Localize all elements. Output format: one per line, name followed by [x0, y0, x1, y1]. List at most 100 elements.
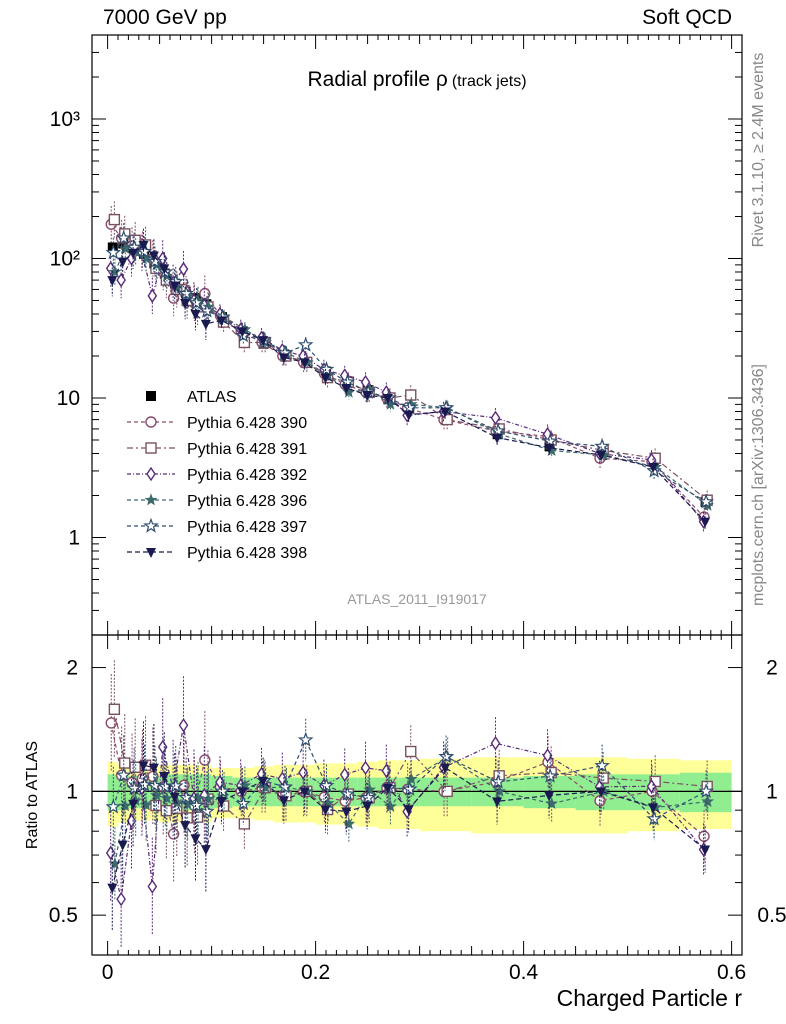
ratio-point [339, 785, 356, 801]
ratio-point [701, 794, 715, 807]
ratio-point [339, 767, 350, 782]
ratio-point [441, 785, 453, 798]
data-point [147, 288, 158, 304]
legend-label: Pythia 6.428 392 [187, 467, 307, 484]
ratio-point [544, 791, 555, 802]
header-left-label: 7000 GeV pp [103, 6, 227, 29]
legend-label: Pythia 6.428 391 [187, 441, 307, 458]
series-line [112, 237, 707, 503]
data-point [384, 397, 397, 410]
ratio-point [117, 840, 128, 851]
ratio-tick-label-left: 1 [66, 780, 78, 803]
series-line [113, 709, 708, 825]
ratio-point [181, 797, 194, 810]
legend-marker [144, 493, 158, 506]
data-point [492, 433, 503, 444]
data-point [297, 336, 314, 352]
ratio-point [139, 798, 153, 811]
data-point [341, 383, 352, 394]
x-axis-label: Charged Particle r [557, 985, 743, 1011]
data-point [216, 316, 227, 327]
data-point [544, 443, 555, 454]
data-point [700, 517, 711, 528]
ratio-tick-label-right: 0.5 [757, 904, 786, 927]
data-point [159, 264, 170, 275]
legend-marker [143, 517, 159, 533]
ratio-point [403, 805, 414, 816]
data-point [382, 393, 393, 404]
data-point [138, 240, 149, 251]
ratio-point [160, 791, 174, 804]
ratio-point [360, 760, 371, 776]
series-line [110, 725, 704, 900]
ratio-tick-label-left: 2 [66, 657, 78, 680]
data-point [320, 373, 331, 384]
legend-entry-1: Pythia 6.428 390 [127, 415, 307, 432]
ratio-point [138, 761, 149, 772]
data-point [169, 281, 180, 292]
ratio-point [404, 772, 418, 785]
ratio-point [216, 797, 227, 808]
ratio-point [342, 817, 356, 830]
legend-label: Pythia 6.428 396 [187, 493, 307, 510]
ratio-point [381, 763, 392, 778]
data-point [190, 310, 201, 321]
data-point [148, 251, 159, 262]
data-point [362, 391, 373, 402]
ratio-point [542, 748, 553, 763]
ratio-point [596, 787, 607, 798]
ratio-point [698, 783, 714, 798]
legend-entry-0: ATLAS [146, 389, 237, 406]
ratio-point [128, 799, 139, 810]
legend-marker [146, 466, 156, 482]
legend-label: Pythia 6.428 397 [187, 519, 307, 536]
ratio-point [382, 783, 393, 794]
ratio-point [321, 796, 335, 809]
ratio-point [362, 802, 373, 813]
data-point [648, 463, 659, 474]
ratio-point [105, 717, 117, 729]
y-tick-label: 10³ [50, 108, 80, 131]
data-point [147, 253, 163, 269]
ratio-point [129, 761, 141, 774]
series-main-6 [107, 228, 711, 531]
ratio-point [700, 845, 711, 856]
x-tick-label: 0.2 [301, 961, 330, 984]
data-point [405, 389, 417, 401]
ratio-point [320, 805, 331, 816]
data-point [108, 213, 121, 226]
rivet-label: Rivet 3.1.10, ≥ 2.4M events [750, 53, 767, 248]
ratio-point [545, 797, 559, 810]
x-tick-label: 0.4 [509, 961, 539, 984]
legend-marker [146, 548, 156, 558]
legend-marker [145, 442, 157, 454]
ratio-point [360, 789, 376, 805]
ratio-point [136, 776, 153, 792]
data-point [128, 248, 139, 259]
data-point [594, 438, 610, 453]
ratio-point [237, 787, 248, 798]
legend-entry-3: Pythia 6.428 392 [127, 466, 307, 484]
data-point [115, 229, 132, 245]
legend-entry-4: Pythia 6.428 396 [127, 493, 307, 510]
ratio-point [490, 773, 506, 789]
ratio-point [148, 763, 159, 774]
ratio-point [116, 891, 126, 907]
ratio-point [170, 795, 184, 809]
ratio-point [180, 821, 191, 832]
ratio-point [401, 780, 418, 796]
legend: ATLAS Pythia 6.428 390 Pythia 6.428 391 Pyt… [127, 389, 307, 562]
ratio-point [341, 807, 352, 818]
ratio-point [405, 745, 417, 758]
y-tick-label: 10 [57, 387, 80, 410]
y-tick-label: 10² [50, 247, 80, 270]
ratio-point [150, 799, 162, 812]
ratio-frame [91, 634, 743, 956]
ratio-point [297, 731, 314, 747]
ratio-point [235, 795, 252, 811]
legend-label: ATLAS [187, 389, 237, 406]
data-point [199, 302, 215, 318]
chart-title: Radial profile ρ (track jets) [307, 68, 526, 91]
ratio-point [159, 772, 170, 783]
